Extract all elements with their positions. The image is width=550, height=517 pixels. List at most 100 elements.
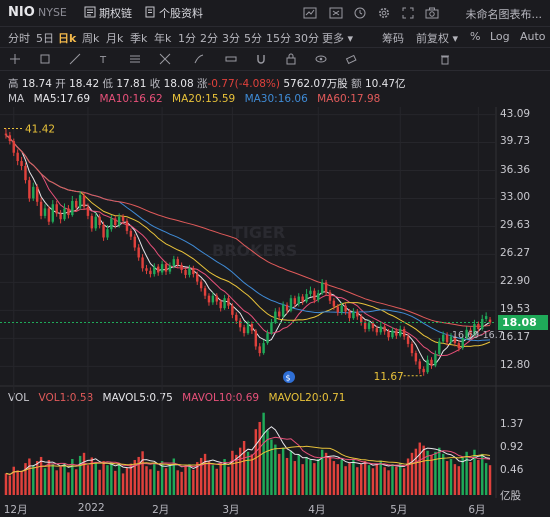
volume-bar bbox=[465, 451, 468, 495]
period-tab[interactable]: 分时 bbox=[8, 32, 30, 45]
indicator-icon[interactable] bbox=[302, 5, 318, 21]
period-tab[interactable]: 季k bbox=[130, 32, 148, 45]
candle-body bbox=[39, 201, 43, 216]
volume-bar bbox=[8, 475, 12, 495]
period-tab[interactable]: 30分 bbox=[294, 32, 319, 45]
candle-body bbox=[320, 282, 324, 294]
auto-toggle[interactable]: Auto bbox=[520, 30, 546, 43]
camera-icon[interactable] bbox=[424, 5, 440, 21]
candle-body bbox=[484, 316, 488, 319]
period-tab[interactable]: 年k bbox=[154, 32, 172, 45]
period-tab[interactable]: 3分 bbox=[222, 32, 240, 45]
layout-title[interactable]: 未命名图表布... bbox=[465, 8, 543, 21]
candle-body bbox=[43, 208, 47, 216]
pitchfork-icon[interactable] bbox=[156, 51, 174, 67]
volume-bar bbox=[160, 461, 164, 495]
candle-body bbox=[297, 296, 300, 305]
volume-bar bbox=[203, 453, 207, 495]
options-chain-button[interactable]: 期权链 bbox=[84, 4, 132, 22]
candle-body bbox=[199, 281, 203, 289]
period-tab[interactable]: 5日 bbox=[36, 32, 54, 45]
cursor-icon[interactable] bbox=[6, 51, 24, 67]
last-price-tag: 18.08 bbox=[498, 314, 548, 330]
candle-body bbox=[168, 265, 172, 272]
volume-tick-label: 0.46 bbox=[500, 464, 524, 477]
fib-icon[interactable] bbox=[126, 51, 144, 67]
eraser-icon[interactable] bbox=[342, 51, 360, 67]
gear-icon[interactable] bbox=[376, 5, 392, 21]
candle-body bbox=[473, 323, 476, 335]
candle-body bbox=[441, 334, 445, 342]
period-tab[interactable]: 2分 bbox=[200, 32, 218, 45]
period-tab[interactable]: 5分 bbox=[244, 32, 262, 45]
candle-body bbox=[238, 320, 242, 328]
volume-bar bbox=[457, 466, 461, 495]
adjust-select[interactable]: 前复权 ▾ bbox=[416, 32, 459, 45]
period-tab[interactable]: 月k bbox=[106, 32, 124, 45]
candle-body bbox=[340, 305, 343, 313]
top-bar: NIO NYSE 期权链 个股资料 未命名图表布... bbox=[0, 0, 550, 27]
candle-body bbox=[469, 329, 472, 335]
candle-body bbox=[414, 353, 418, 362]
candle-body bbox=[352, 311, 355, 319]
stock-profile-label: 个股资料 bbox=[159, 7, 203, 20]
alarm-icon[interactable] bbox=[352, 5, 368, 21]
candle-body bbox=[137, 247, 140, 258]
volume-bar bbox=[422, 445, 425, 495]
stock-profile-button[interactable]: 个股资料 bbox=[144, 4, 203, 22]
candle-body bbox=[117, 216, 121, 226]
brush-icon[interactable] bbox=[190, 51, 208, 67]
volume-bar bbox=[164, 468, 168, 495]
chips-button[interactable]: 筹码 bbox=[382, 32, 404, 45]
volume-bar bbox=[121, 473, 125, 495]
period-tab[interactable]: 日k bbox=[58, 32, 77, 45]
candle-body bbox=[16, 152, 19, 162]
candle-body bbox=[309, 290, 312, 295]
lock-icon[interactable] bbox=[282, 51, 300, 67]
period-tab[interactable]: 15分 bbox=[266, 32, 291, 45]
candle-body bbox=[20, 161, 23, 167]
rectangle-icon[interactable] bbox=[36, 51, 54, 67]
log-toggle[interactable]: Log bbox=[490, 30, 510, 43]
candle-body bbox=[379, 326, 382, 333]
volume-bar bbox=[414, 448, 418, 495]
period-tab[interactable]: 1分 bbox=[178, 32, 196, 45]
volume-bar bbox=[102, 461, 105, 495]
earnings-icon bbox=[283, 371, 295, 383]
trash-icon[interactable] bbox=[436, 51, 454, 67]
candle-body bbox=[363, 322, 367, 329]
volume-bar bbox=[16, 470, 19, 495]
compare-icon[interactable] bbox=[328, 5, 344, 21]
eye-icon[interactable] bbox=[312, 51, 330, 67]
vol-legend[interactable]: VOL VOL1:0.58 MAVOL5:0.75 MAVOL10:0.69 M… bbox=[8, 392, 351, 404]
ma-legend[interactable]: MA MA5:17.69 MA10:16.62 MA20:15.59 MA30:… bbox=[8, 93, 386, 105]
high-annotation: 41.42 bbox=[25, 123, 55, 135]
candle-body bbox=[391, 330, 394, 338]
volume-bar bbox=[86, 465, 90, 495]
candle-body bbox=[98, 216, 101, 226]
fullscreen-icon[interactable] bbox=[400, 5, 416, 21]
volume-bar bbox=[223, 459, 226, 495]
svg-text:T: T bbox=[99, 55, 107, 65]
percent-toggle[interactable]: % bbox=[470, 30, 481, 43]
candle-body bbox=[63, 208, 66, 220]
ma-legend-item: MA60:17.98 bbox=[317, 93, 381, 105]
period-more[interactable]: 更多 ▾ bbox=[322, 32, 354, 45]
volume-bar bbox=[59, 466, 62, 495]
candle-body bbox=[422, 368, 425, 373]
volume-bar bbox=[211, 465, 215, 495]
candle-body bbox=[457, 343, 461, 349]
candle-body bbox=[188, 268, 191, 275]
text-icon[interactable]: T bbox=[96, 51, 114, 67]
candle-body bbox=[360, 316, 363, 323]
magnet-icon[interactable] bbox=[252, 51, 270, 67]
trendline-icon[interactable] bbox=[66, 51, 84, 67]
candle-body bbox=[258, 346, 261, 354]
measure-icon[interactable] bbox=[222, 51, 240, 67]
candle-body bbox=[274, 311, 277, 323]
volume-bar bbox=[379, 460, 382, 495]
volume-bar bbox=[82, 452, 86, 495]
volume-bar bbox=[71, 459, 74, 495]
period-tab[interactable]: 周k bbox=[82, 32, 100, 45]
